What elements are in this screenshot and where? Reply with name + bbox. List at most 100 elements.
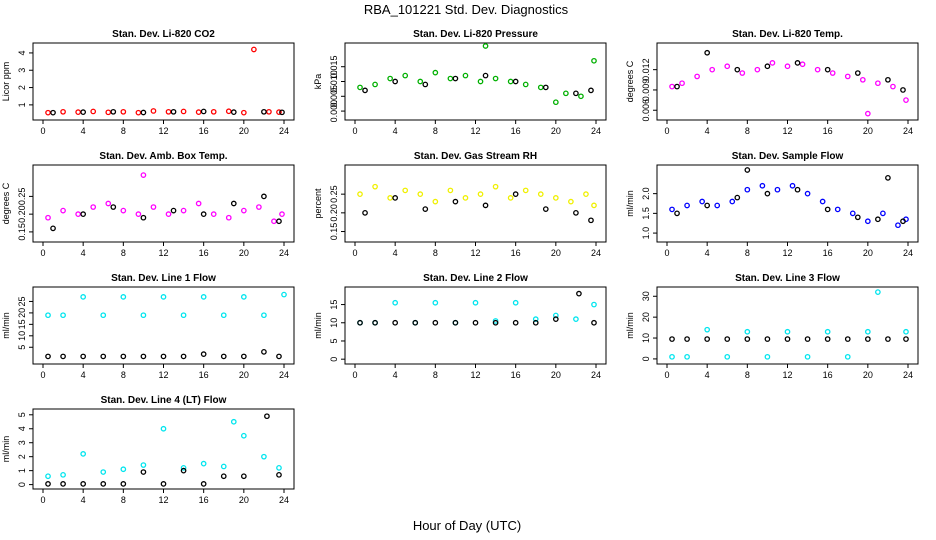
panel-10-secondary-point: [200, 481, 207, 487]
panel-6-secondary-point: [744, 167, 751, 173]
panel-3-secondary-point: [674, 83, 680, 90]
panel-1-secondary-point: [110, 108, 117, 115]
panel-9-xtick-label: 4: [705, 370, 710, 380]
panel-3-xtick-label: 24: [903, 126, 913, 136]
panel-7-secondary-point: [100, 353, 107, 360]
panel-2-secondary-point: [482, 72, 489, 79]
panel-7-primary-point: [220, 312, 227, 319]
panel-9-xtick-label: 16: [823, 370, 833, 380]
panel-3-secondary-point: [734, 66, 741, 73]
panel-6-frame: [656, 164, 919, 243]
panel-1-secondary-point: [50, 109, 56, 116]
panel-6-xtick-label: 16: [823, 248, 833, 258]
panel-3-xtick-label: 0: [664, 126, 669, 136]
panel-4-primary-point: [135, 211, 142, 217]
panel-2-secondary-point: [422, 81, 429, 88]
panel-4-secondary-point: [170, 207, 177, 214]
panel-6-primary-point: [699, 198, 705, 205]
panel-3-ylabel: degrees C: [625, 60, 635, 102]
panel-8-xtick-label: 12: [470, 370, 480, 380]
panel-7-secondary-point: [240, 353, 247, 360]
panel-4-primary-point: [180, 207, 187, 214]
panel-6-ytick-label: 2.0: [641, 187, 651, 200]
panel-4-title: Stan. Dev. Amb. Box Temp.: [99, 151, 227, 162]
panel-5-secondary-point: [512, 191, 519, 198]
panel-2-title: Stan. Dev. Li-820 Pressure: [413, 29, 538, 40]
panel-9-secondary-point: [784, 336, 791, 342]
panel-9-ytick-label: 20: [641, 312, 651, 322]
panel-7-primary-point: [160, 294, 167, 300]
panel-1-secondary-point: [80, 109, 87, 116]
panel-8-primary-point: [532, 316, 539, 322]
panel-5-primary-point: [402, 187, 409, 194]
panel-9-secondary-point: [804, 336, 811, 342]
panel-6-secondary-point: [704, 202, 711, 209]
panel-2-primary-point: [537, 84, 544, 91]
panel-10-secondary-point: [120, 481, 127, 487]
panel-7-primary-point: [180, 312, 187, 319]
panel-7: Stan. Dev. Line 1 Flow ml/min 0 4 8 12 16 20 24 5…: [1, 273, 295, 380]
panel-10-ytick-label: 4: [17, 426, 27, 431]
panel-6-secondary-point: [824, 206, 831, 213]
panel-3-xtick-label: 4: [705, 126, 710, 136]
panel-7-xtick-label: 8: [121, 370, 126, 380]
panel-2-primary-point: [402, 72, 409, 79]
panel-5-xtick-label: 20: [551, 248, 561, 258]
panel-2-primary-point: [477, 78, 484, 85]
panel-6-secondary-point: [764, 190, 771, 197]
panel-9-primary-point: [744, 328, 751, 335]
panel-10-primary-point: [100, 469, 107, 475]
panel-4-secondary-point: [50, 225, 56, 232]
panel-6-primary-point: [895, 222, 901, 229]
panel-10-secondary-point: [80, 481, 87, 487]
panel-4-xtick-label: 16: [199, 248, 209, 258]
panel-4-xtick-label: 4: [81, 248, 86, 258]
panel-10-xtick-label: 16: [199, 495, 209, 505]
panel-4-xtick-label: 20: [239, 248, 249, 258]
panel-6-secondary-point: [794, 186, 801, 193]
panel-2-xtick-label: 4: [393, 126, 398, 136]
panel-6-secondary-point: [854, 214, 861, 221]
panel-9-ytick-label: 0: [641, 356, 651, 361]
panel-5-primary-point: [372, 183, 378, 190]
panel-1-primary-point: [180, 108, 187, 115]
panel-10-primary-point: [80, 451, 87, 457]
panel-1-xtick-label: 0: [40, 126, 45, 136]
panel-8-secondary-point: [357, 319, 363, 326]
panel-5-frame: [344, 164, 607, 243]
panel-7-title: Stan. Dev. Line 1 Flow: [111, 273, 216, 284]
panel-10-ylabel: ml/min: [1, 436, 11, 463]
panel-7-xtick-label: 16: [199, 370, 209, 380]
panel-10-primary-point: [230, 418, 237, 425]
panel-4-primary-point: [140, 172, 147, 178]
panel-6-primary-point: [729, 198, 736, 205]
figure-xlabel: Hour of Day (UTC): [413, 518, 521, 533]
panel-8-secondary-point: [412, 319, 419, 326]
panel-6-primary-point: [880, 210, 886, 217]
panel-3-primary-point: [709, 66, 716, 73]
panel-3-secondary-point: [764, 63, 771, 70]
panel-1-primary-point: [225, 108, 232, 115]
panel-1-primary-point: [120, 108, 127, 115]
panel-2-primary-point: [578, 93, 584, 100]
panel-9-primary-point: [704, 326, 711, 333]
panel-8-primary-point: [552, 312, 559, 319]
panel-1-xtick-label: 16: [199, 126, 209, 136]
panel-3-primary-point: [769, 60, 776, 66]
panel-10-primary-point: [261, 453, 267, 460]
panel-7-primary-point: [261, 312, 267, 319]
panel-10-primary-point: [240, 432, 247, 439]
panel-2-xtick-label: 16: [511, 126, 521, 136]
panel-5-secondary-point: [452, 198, 459, 205]
panel-5-primary-point: [492, 183, 499, 190]
panel-7-xtick-label: 24: [279, 370, 289, 380]
panel-7-primary-point: [80, 294, 87, 300]
panel-8-primary-point: [432, 299, 439, 306]
panel-4-secondary-point: [80, 211, 87, 217]
panel-5-primary-point: [591, 202, 597, 209]
panel-8-secondary-point: [432, 319, 439, 326]
panel-9-primary-point: [784, 328, 791, 335]
panel-9-primary-point: [875, 289, 881, 295]
panel-5-primary-point: [583, 191, 589, 198]
